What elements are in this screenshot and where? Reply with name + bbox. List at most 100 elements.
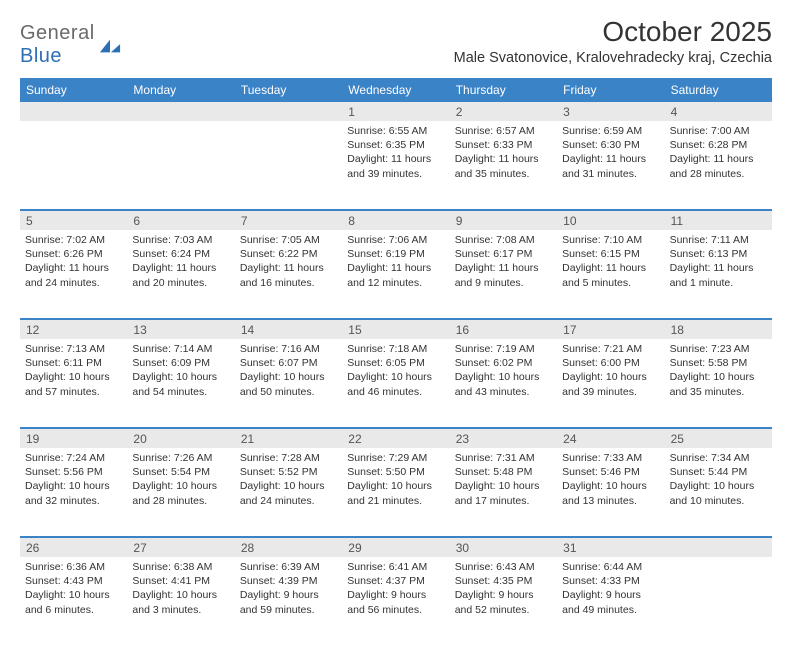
day-cell-text: Sunrise: 7:29 AMSunset: 5:50 PMDaylight:… (347, 451, 444, 508)
day-number (665, 538, 772, 557)
day-number: 23 (450, 429, 557, 448)
day-number: 12 (20, 320, 127, 339)
day-cell: Sunrise: 7:05 AMSunset: 6:22 PMDaylight:… (235, 230, 342, 318)
day-cell-text: Sunrise: 7:14 AMSunset: 6:09 PMDaylight:… (132, 342, 229, 399)
weekday-header: Monday (127, 78, 234, 102)
day-number: 8 (342, 211, 449, 230)
day-cell-text: Sunrise: 7:10 AMSunset: 6:15 PMDaylight:… (562, 233, 659, 290)
day-number-row: 19202122232425 (20, 427, 772, 448)
weekday-header: Friday (557, 78, 664, 102)
day-number: 25 (665, 429, 772, 448)
day-cell-text: Sunrise: 7:06 AMSunset: 6:19 PMDaylight:… (347, 233, 444, 290)
location-subtitle: Male Svatonovice, Kralovehradecky kraj, … (454, 50, 772, 66)
day-cell: Sunrise: 7:21 AMSunset: 6:00 PMDaylight:… (557, 339, 664, 427)
day-cell: Sunrise: 7:31 AMSunset: 5:48 PMDaylight:… (450, 448, 557, 536)
day-cell-text: Sunrise: 7:23 AMSunset: 5:58 PMDaylight:… (670, 342, 767, 399)
week-row: Sunrise: 6:36 AMSunset: 4:43 PMDaylight:… (20, 557, 772, 645)
day-number: 15 (342, 320, 449, 339)
day-cell: Sunrise: 7:24 AMSunset: 5:56 PMDaylight:… (20, 448, 127, 536)
day-number: 19 (20, 429, 127, 448)
day-cell-text: Sunrise: 7:05 AMSunset: 6:22 PMDaylight:… (240, 233, 337, 290)
day-cell: Sunrise: 7:06 AMSunset: 6:19 PMDaylight:… (342, 230, 449, 318)
day-number (20, 102, 127, 121)
week-row: Sunrise: 7:13 AMSunset: 6:11 PMDaylight:… (20, 339, 772, 427)
weekday-header: Tuesday (235, 78, 342, 102)
weekday-header: Thursday (450, 78, 557, 102)
day-number: 30 (450, 538, 557, 557)
weekday-header: Saturday (665, 78, 772, 102)
day-cell: Sunrise: 7:08 AMSunset: 6:17 PMDaylight:… (450, 230, 557, 318)
day-cell-text: Sunrise: 6:39 AMSunset: 4:39 PMDaylight:… (240, 560, 337, 617)
day-number: 14 (235, 320, 342, 339)
day-cell-text: Sunrise: 6:38 AMSunset: 4:41 PMDaylight:… (132, 560, 229, 617)
day-cell: Sunrise: 7:14 AMSunset: 6:09 PMDaylight:… (127, 339, 234, 427)
day-cell: Sunrise: 7:03 AMSunset: 6:24 PMDaylight:… (127, 230, 234, 318)
day-number: 4 (665, 102, 772, 121)
day-number: 24 (557, 429, 664, 448)
day-cell-text: Sunrise: 7:34 AMSunset: 5:44 PMDaylight:… (670, 451, 767, 508)
day-number (127, 102, 234, 121)
day-cell: Sunrise: 7:26 AMSunset: 5:54 PMDaylight:… (127, 448, 234, 536)
day-number: 22 (342, 429, 449, 448)
weekday-header: Sunday (20, 78, 127, 102)
day-cell: Sunrise: 6:55 AMSunset: 6:35 PMDaylight:… (342, 121, 449, 209)
day-cell: Sunrise: 7:00 AMSunset: 6:28 PMDaylight:… (665, 121, 772, 209)
day-cell-text: Sunrise: 7:13 AMSunset: 6:11 PMDaylight:… (25, 342, 122, 399)
day-number: 20 (127, 429, 234, 448)
day-cell: Sunrise: 7:34 AMSunset: 5:44 PMDaylight:… (665, 448, 772, 536)
day-cell: Sunrise: 6:44 AMSunset: 4:33 PMDaylight:… (557, 557, 664, 645)
day-number: 7 (235, 211, 342, 230)
day-number: 18 (665, 320, 772, 339)
day-number-row: 262728293031 (20, 536, 772, 557)
day-number: 28 (235, 538, 342, 557)
day-number: 10 (557, 211, 664, 230)
brand-text-blue: Blue (20, 45, 62, 67)
day-number: 29 (342, 538, 449, 557)
day-number: 16 (450, 320, 557, 339)
day-cell-text: Sunrise: 7:00 AMSunset: 6:28 PMDaylight:… (670, 124, 767, 181)
day-number: 17 (557, 320, 664, 339)
day-cell-text: Sunrise: 7:18 AMSunset: 6:05 PMDaylight:… (347, 342, 444, 399)
day-cell: Sunrise: 7:18 AMSunset: 6:05 PMDaylight:… (342, 339, 449, 427)
day-cell: Sunrise: 6:36 AMSunset: 4:43 PMDaylight:… (20, 557, 127, 645)
day-cell-text: Sunrise: 7:08 AMSunset: 6:17 PMDaylight:… (455, 233, 552, 290)
weeks-container: 1234Sunrise: 6:55 AMSunset: 6:35 PMDayli… (20, 102, 772, 645)
day-cell: Sunrise: 7:33 AMSunset: 5:46 PMDaylight:… (557, 448, 664, 536)
day-cell-text: Sunrise: 6:55 AMSunset: 6:35 PMDaylight:… (347, 124, 444, 181)
brand-text: General Blue (20, 22, 95, 68)
day-cell: Sunrise: 7:29 AMSunset: 5:50 PMDaylight:… (342, 448, 449, 536)
day-cell-text: Sunrise: 7:26 AMSunset: 5:54 PMDaylight:… (132, 451, 229, 508)
day-cell: Sunrise: 6:41 AMSunset: 4:37 PMDaylight:… (342, 557, 449, 645)
day-number: 21 (235, 429, 342, 448)
day-cell-text: Sunrise: 7:28 AMSunset: 5:52 PMDaylight:… (240, 451, 337, 508)
day-cell-text: Sunrise: 7:33 AMSunset: 5:46 PMDaylight:… (562, 451, 659, 508)
day-number-row: 12131415161718 (20, 318, 772, 339)
day-cell: Sunrise: 7:23 AMSunset: 5:58 PMDaylight:… (665, 339, 772, 427)
day-cell: Sunrise: 7:19 AMSunset: 6:02 PMDaylight:… (450, 339, 557, 427)
month-title: October 2025 (454, 16, 772, 48)
day-number: 27 (127, 538, 234, 557)
day-cell: Sunrise: 7:10 AMSunset: 6:15 PMDaylight:… (557, 230, 664, 318)
day-number: 1 (342, 102, 449, 121)
day-cell-text: Sunrise: 7:11 AMSunset: 6:13 PMDaylight:… (670, 233, 767, 290)
day-cell-text: Sunrise: 7:24 AMSunset: 5:56 PMDaylight:… (25, 451, 122, 508)
day-cell: Sunrise: 6:57 AMSunset: 6:33 PMDaylight:… (450, 121, 557, 209)
day-number: 26 (20, 538, 127, 557)
day-cell-text: Sunrise: 7:03 AMSunset: 6:24 PMDaylight:… (132, 233, 229, 290)
day-number-row: 1234 (20, 102, 772, 121)
day-number: 31 (557, 538, 664, 557)
day-number: 5 (20, 211, 127, 230)
day-cell: Sunrise: 6:59 AMSunset: 6:30 PMDaylight:… (557, 121, 664, 209)
day-number-row: 567891011 (20, 209, 772, 230)
calendar-page: General Blue October 2025 Male Svatonovi… (0, 0, 792, 657)
day-cell: Sunrise: 7:02 AMSunset: 6:26 PMDaylight:… (20, 230, 127, 318)
day-number: 6 (127, 211, 234, 230)
day-cell-text: Sunrise: 6:57 AMSunset: 6:33 PMDaylight:… (455, 124, 552, 181)
day-cell-text: Sunrise: 6:41 AMSunset: 4:37 PMDaylight:… (347, 560, 444, 617)
day-cell-text: Sunrise: 6:44 AMSunset: 4:33 PMDaylight:… (562, 560, 659, 617)
weekday-header: Wednesday (342, 78, 449, 102)
day-number: 3 (557, 102, 664, 121)
day-cell: Sunrise: 6:39 AMSunset: 4:39 PMDaylight:… (235, 557, 342, 645)
brand-text-gray: General (20, 22, 95, 44)
day-cell-text: Sunrise: 7:02 AMSunset: 6:26 PMDaylight:… (25, 233, 122, 290)
